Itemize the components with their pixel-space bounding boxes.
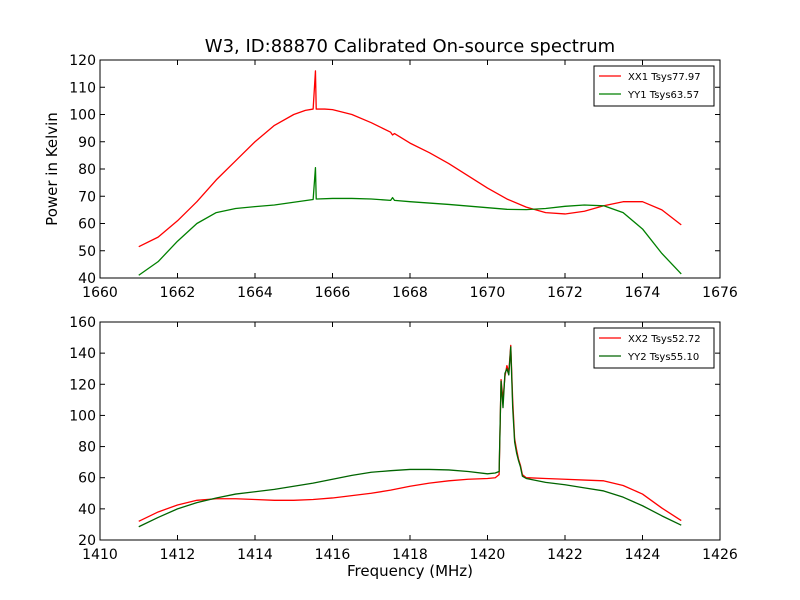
legend-entry: YY2 Tsys55.10 [627,352,699,363]
legend-entry: YY1 Tsys63.57 [627,90,699,101]
x-tick-label: 1412 [160,547,196,563]
y-tick-label: 60 [78,471,96,487]
chart-title: W3, ID:88870 Calibrated On-source spectr… [205,36,615,57]
x-tick-label: 1418 [392,547,428,563]
series-line-xx1-tsys77-97 [138,70,682,248]
x-tick-label: 1414 [237,547,273,563]
y-tick-label: 140 [69,346,96,362]
legend-box [593,327,715,369]
y-tick-label: 120 [69,377,96,393]
legend: XX1 Tsys77.97 YY1 Tsys63.57 [593,65,715,107]
x-tick-label: 1674 [625,285,661,301]
x-tick-label: 1422 [547,547,583,563]
series-line-yy2-tsys55-10 [138,346,682,528]
y-tick-label: 80 [78,162,96,178]
y-tick-label: 90 [78,135,96,151]
y-tick-label: 110 [69,80,96,96]
x-tick-label: 1662 [160,285,196,301]
y-tick-label: 160 [69,315,96,331]
x-tick-label: 1670 [470,285,506,301]
x-tick-label: 1666 [315,285,351,301]
chart-panel-2: 1410 1412 1414 1416 1418 1420 1422 1424 1426 20 40… [69,315,738,580]
y-tick-label: 100 [69,108,96,124]
y-tick-label: 40 [78,271,96,287]
series-line-xx2-tsys52-72 [138,344,682,522]
y-tick-label: 20 [78,533,96,549]
legend-entry: XX2 Tsys52.72 [628,334,701,345]
y-tick-label: 60 [78,217,96,233]
y-tick-label: 70 [78,189,96,205]
x-axis-label: Frequency (MHz) [347,562,473,580]
x-tick-label: 1668 [392,285,428,301]
x-tick-label: 1426 [702,547,738,563]
x-tick-label: 1424 [625,547,661,563]
chart-panel-1: 1660 1662 1664 1666 1668 1670 1672 1674 1676 40 50… [43,36,738,301]
y-tick-label: 50 [78,244,96,260]
legend: XX2 Tsys52.72 YY2 Tsys55.10 [593,327,715,369]
x-tick-label: 1410 [82,547,118,563]
x-tick-label: 1660 [82,285,118,301]
y-tick-label: 120 [69,53,96,69]
x-tick-label: 1420 [470,547,506,563]
y-tick-label: 40 [78,502,96,518]
x-tick-label: 1664 [237,285,273,301]
legend-entry: XX1 Tsys77.97 [628,72,701,83]
y-axis-label: Power in Kelvin [43,112,61,226]
series-line-yy1-tsys63-57 [138,166,682,276]
x-tick-label: 1676 [702,285,738,301]
y-tick-label: 100 [69,408,96,424]
legend-box [593,65,715,107]
x-tick-label: 1416 [315,547,351,563]
x-tick-label: 1672 [547,285,583,301]
y-tick-label: 80 [78,440,96,456]
